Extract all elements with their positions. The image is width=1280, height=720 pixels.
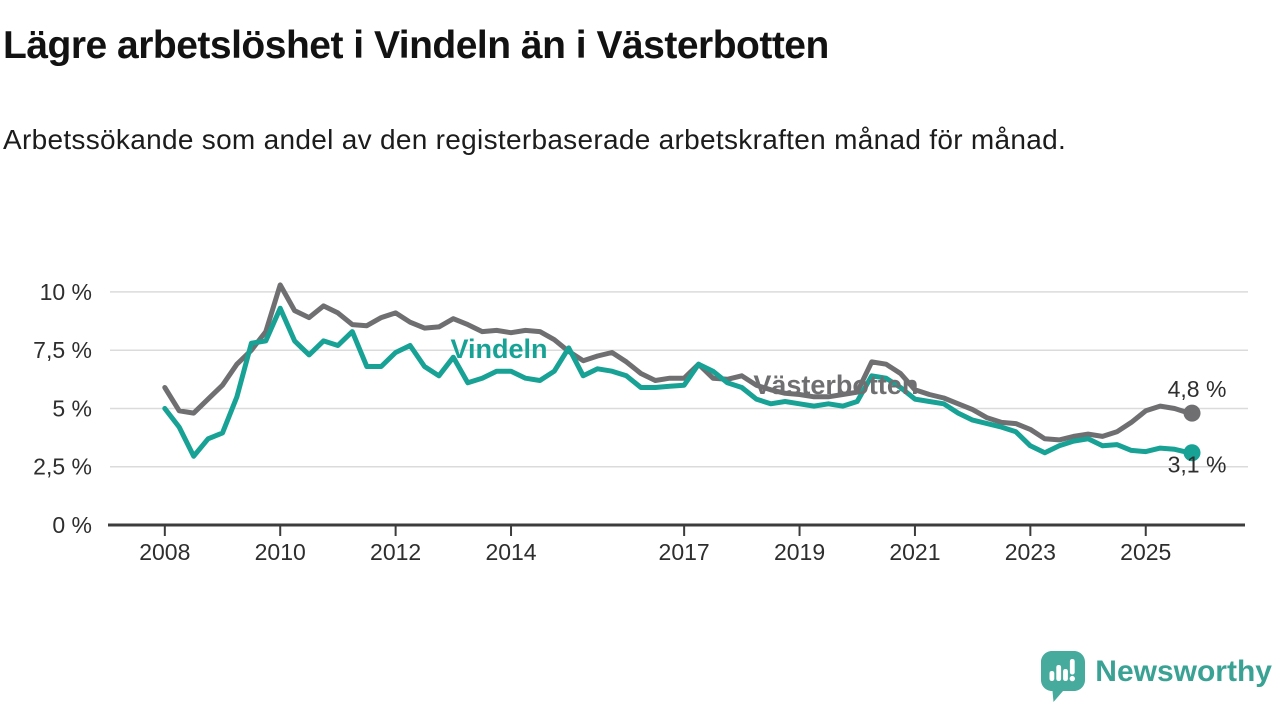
- newsworthy-branding: Newsworthy: [1040, 650, 1272, 706]
- x-axis-tick-label: 2019: [774, 539, 825, 565]
- y-axis-tick-label: 10 %: [40, 279, 92, 305]
- series-endpoint-dot-vindeln: [1183, 444, 1201, 462]
- y-axis-tick-label: 0 %: [52, 512, 92, 538]
- x-axis-tick-label: 2010: [255, 539, 306, 565]
- x-axis-tick-label: 2021: [889, 539, 940, 565]
- y-axis-tick-label: 7,5 %: [33, 337, 92, 363]
- logo-bar-chart-glyph: [1049, 659, 1076, 682]
- chart-subtitle: Arbetssökande som andel av den registerb…: [3, 124, 1067, 155]
- y-axis-tick-label: 2,5 %: [33, 454, 92, 480]
- x-axis-tick-label: 2023: [1005, 539, 1056, 565]
- newsworthy-logo-text: Newsworthy: [1095, 655, 1272, 688]
- chart-title: Lägre arbetslöshet i Vindeln än i Väster…: [3, 24, 829, 67]
- x-axis-tick-label: 2025: [1120, 539, 1171, 565]
- series-label-vindeln: Vindeln: [450, 334, 547, 364]
- series-line-vindeln: [162, 305, 1192, 459]
- series-line-vasterbotten: [162, 282, 1192, 443]
- newsworthy-logo-icon: [1041, 651, 1086, 702]
- series-endpoint-dot-vasterbotten: [1183, 404, 1201, 422]
- x-axis-tick-label: 2014: [485, 539, 536, 565]
- x-axis-tick-label: 2008: [139, 539, 190, 565]
- y-axis-tick-label: 5 %: [52, 395, 92, 421]
- x-axis-tick-label: 2017: [659, 539, 710, 565]
- series-label-vasterbotten: Västerbotten: [753, 370, 918, 400]
- end-value-label-vasterbotten: 4,8 %: [1168, 376, 1227, 402]
- end-value-label-vindeln: 3,1 %: [1168, 452, 1227, 478]
- x-axis-tick-label: 2012: [370, 539, 421, 565]
